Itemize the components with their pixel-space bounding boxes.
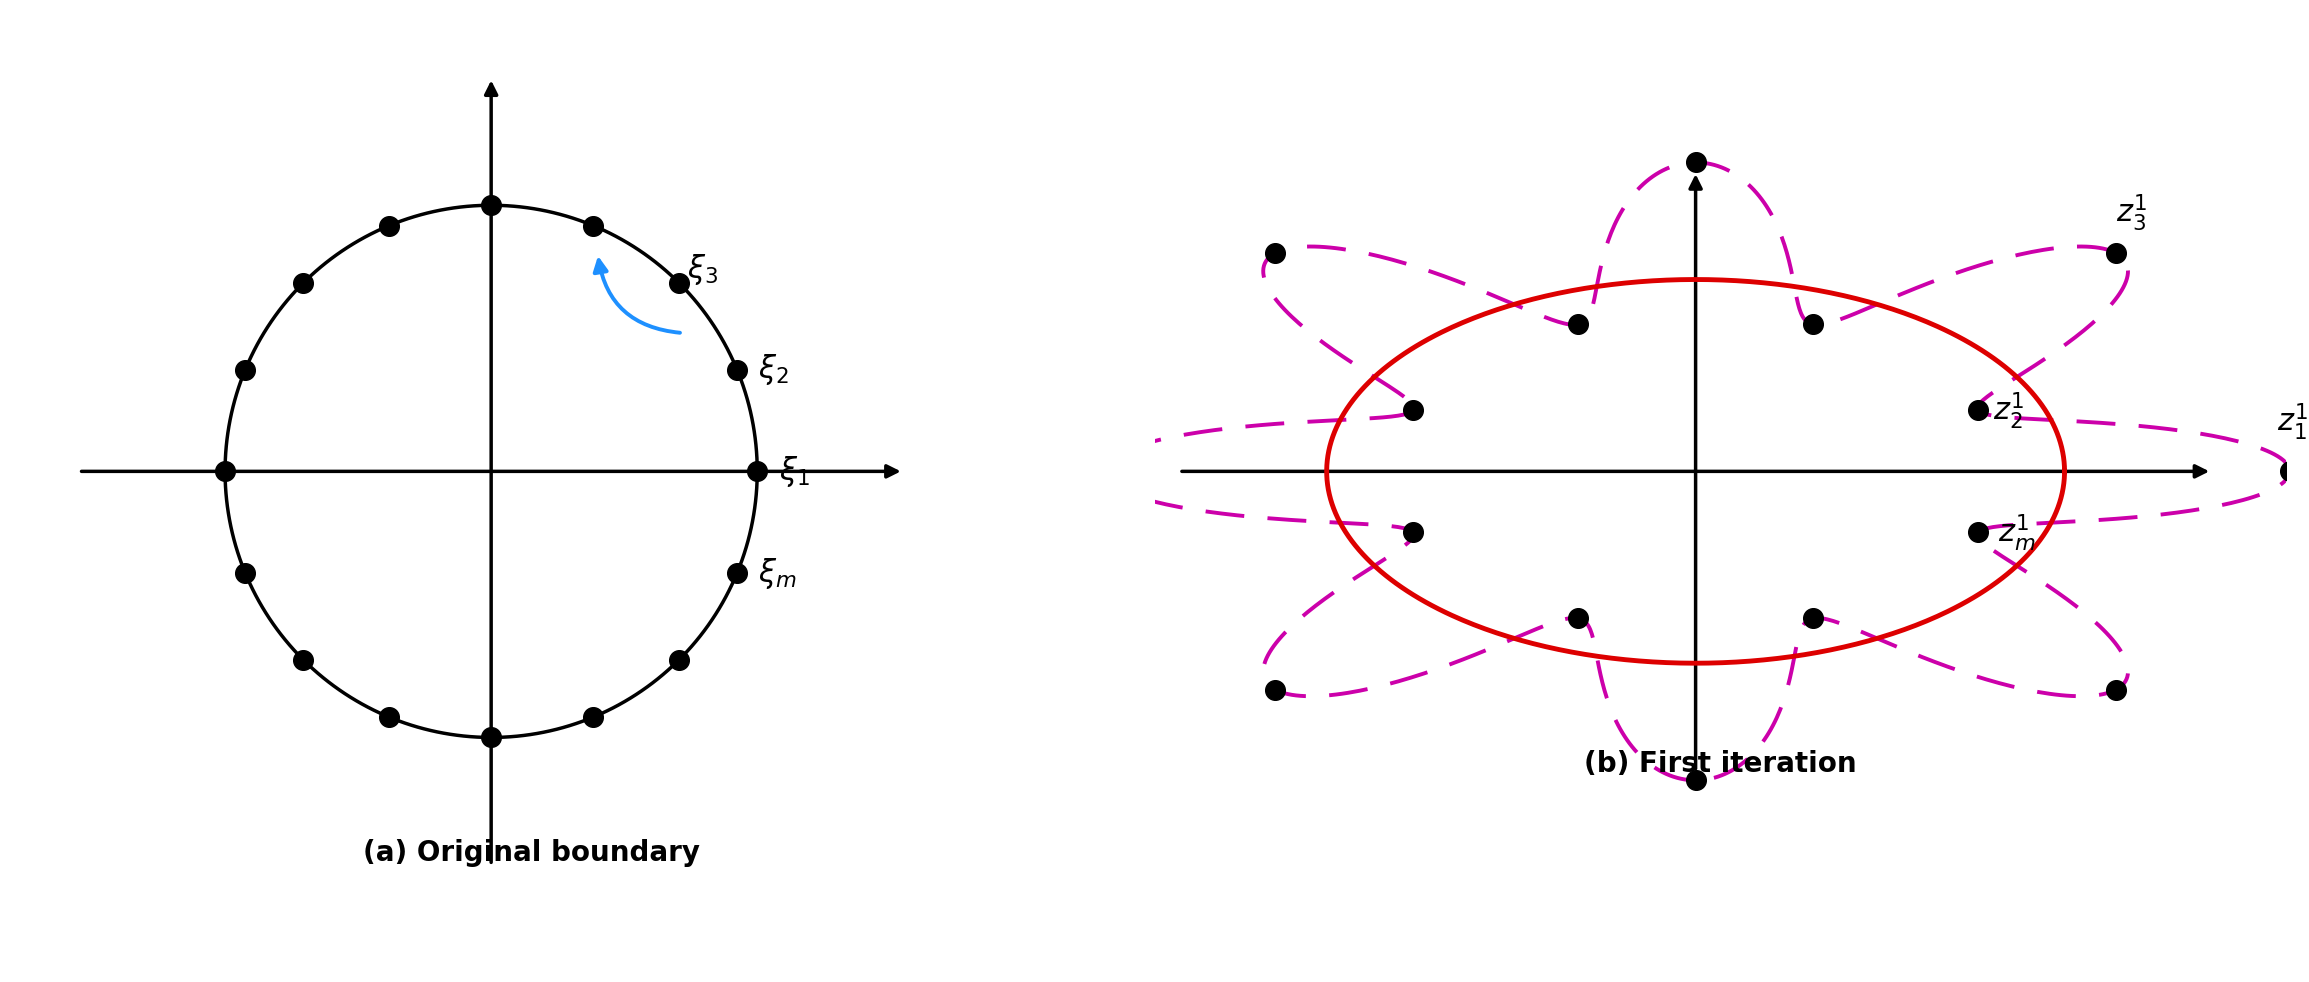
Text: $z_2^1$: $z_2^1$ bbox=[1993, 390, 2025, 431]
FancyArrowPatch shape bbox=[596, 260, 679, 333]
Text: $z_3^1$: $z_3^1$ bbox=[2115, 192, 2147, 233]
Point bbox=[2097, 682, 2134, 697]
Point bbox=[226, 566, 263, 581]
Point bbox=[372, 709, 409, 725]
Point bbox=[473, 730, 510, 745]
Point bbox=[1395, 403, 1432, 418]
Point bbox=[206, 464, 242, 479]
Point bbox=[1676, 154, 1713, 170]
Point bbox=[1561, 316, 1598, 332]
Point bbox=[718, 566, 755, 581]
Point bbox=[1561, 611, 1598, 627]
Text: $\xi_1$: $\xi_1$ bbox=[778, 454, 808, 489]
Point bbox=[2097, 246, 2134, 261]
Text: $\xi_m$: $\xi_m$ bbox=[757, 556, 797, 591]
Point bbox=[660, 275, 697, 291]
Point bbox=[1794, 611, 1831, 627]
Point bbox=[372, 218, 409, 234]
Text: (a) Original boundary: (a) Original boundary bbox=[363, 840, 700, 867]
Point bbox=[1395, 524, 1432, 540]
Text: $\xi_3$: $\xi_3$ bbox=[688, 252, 718, 288]
Point bbox=[1256, 682, 1293, 697]
Point bbox=[575, 709, 612, 725]
Point bbox=[660, 652, 697, 668]
Text: (b) First iteration: (b) First iteration bbox=[1584, 750, 1856, 779]
Point bbox=[718, 361, 755, 377]
Point bbox=[473, 197, 510, 213]
Point bbox=[1960, 403, 1997, 418]
Text: $\xi_2$: $\xi_2$ bbox=[757, 352, 790, 387]
Point bbox=[739, 464, 776, 479]
Point bbox=[1083, 464, 1120, 479]
Point bbox=[284, 275, 321, 291]
Point bbox=[226, 361, 263, 377]
Point bbox=[1256, 246, 1293, 261]
Point bbox=[1960, 524, 1997, 540]
Point bbox=[575, 218, 612, 234]
Point bbox=[2272, 464, 2309, 479]
Point bbox=[1794, 316, 1831, 332]
Text: $z_m^1$: $z_m^1$ bbox=[1997, 512, 2037, 553]
Point bbox=[284, 652, 321, 668]
Point bbox=[1676, 773, 1713, 789]
Text: $z_1^1$: $z_1^1$ bbox=[2277, 401, 2309, 442]
